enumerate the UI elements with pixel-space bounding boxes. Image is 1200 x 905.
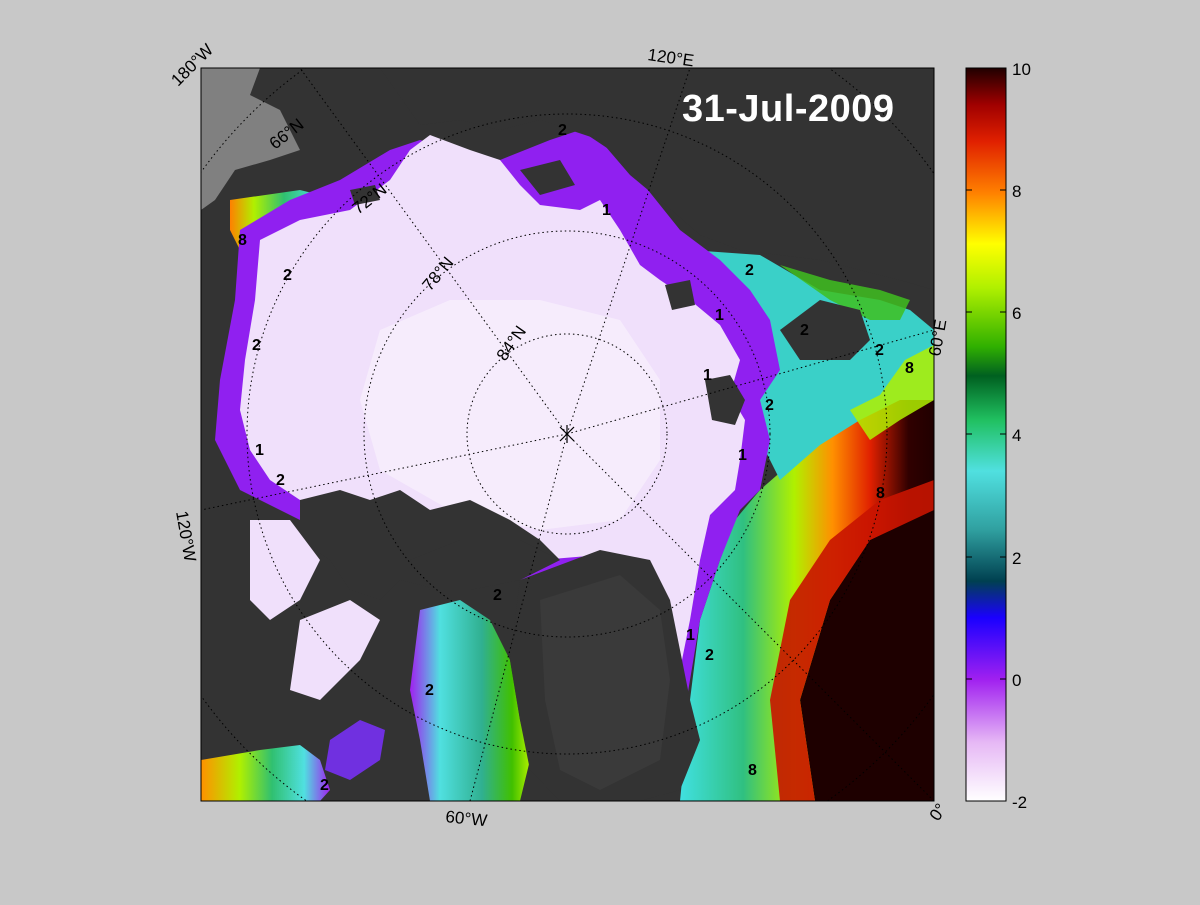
colorbar-gradient — [965, 67, 1007, 802]
kara-sea-green-band — [780, 265, 910, 320]
no-data-region-siberia — [201, 68, 300, 210]
longitude-label-120w: 120°W — [172, 509, 200, 563]
contour-label: 2 — [745, 262, 754, 279]
contour-label: 8 — [238, 232, 247, 249]
colorbar-tick-label: 8 — [1012, 182, 1021, 201]
contour-label: 2 — [283, 267, 292, 284]
baffin-bay-water — [410, 600, 530, 801]
contour-label: 2 — [252, 337, 261, 354]
new-siberian-islands — [520, 160, 575, 195]
contour-label: 1 — [255, 442, 264, 459]
longitude-label-120e: 120°E — [646, 45, 695, 70]
contour-label: 1 — [715, 307, 724, 324]
contour-label: 2 — [320, 777, 329, 794]
graticule — [201, 68, 934, 801]
colorbar-tick-label: 10 — [1012, 60, 1031, 79]
colorbar-tick-label: 0 — [1012, 671, 1021, 690]
central-ice-pack — [360, 300, 660, 530]
colorbar-tick-label: 6 — [1012, 304, 1021, 323]
siberia-land — [380, 68, 934, 290]
contour-label: 1 — [738, 447, 747, 464]
colorbar-tick-label: -2 — [1012, 793, 1027, 812]
contour-label: 2 — [425, 682, 434, 699]
ellesmere-island — [410, 540, 560, 590]
contour-label: 8 — [905, 360, 914, 377]
colorbar: 10 8 6 4 2 0 -2 — [965, 60, 1031, 812]
colorbar-tick-labels: 10 8 6 4 2 0 -2 — [1012, 60, 1031, 812]
contour-label: 2 — [705, 647, 714, 664]
north-pole-marker — [559, 425, 575, 443]
contour-label: 2 — [276, 472, 285, 489]
contour-label: 1 — [686, 627, 695, 644]
contour-label: 8 — [748, 762, 757, 779]
contour-label: 2 — [558, 122, 567, 139]
contour-label: 1 — [703, 367, 712, 384]
contour-label: 1 — [602, 202, 611, 219]
colorbar-tick-label: 2 — [1012, 549, 1021, 568]
colorbar-ticks — [966, 67, 1006, 802]
hudson-bay-water — [201, 745, 330, 801]
atlantic-warm-core — [800, 510, 934, 801]
contour-label: 8 — [876, 485, 885, 502]
contour-label: 2 — [875, 342, 884, 359]
svalbard — [705, 375, 745, 425]
greenland-ice-cap-edge — [540, 575, 670, 790]
wrangel-island — [350, 185, 380, 205]
contour-label: 2 — [765, 397, 774, 414]
atlantic-red-band — [770, 480, 934, 801]
hudson-strait-water — [325, 720, 385, 780]
polar-map: 1 2 2 2 8 2 1 1 2 2 2 1 2 1 8 8 2 1 8 2 … — [201, 68, 934, 801]
longitude-label-60w: 60°W — [445, 807, 489, 830]
barents-yellow-band — [850, 345, 934, 440]
contour-label: 2 — [493, 587, 502, 604]
contour-labels: 1 2 2 2 8 2 1 1 2 2 2 1 2 1 8 8 2 1 8 2 … — [238, 122, 914, 794]
date-label: 31-Jul-2009 — [682, 88, 895, 130]
franz-josef-land — [665, 280, 695, 310]
archipelago-ice — [250, 520, 380, 700]
map-border — [200, 67, 935, 802]
contour-label: 2 — [800, 322, 809, 339]
longitude-label-0: 0° — [926, 800, 951, 824]
colorbar-tick-label: 4 — [1012, 426, 1021, 445]
novaya-zemlya — [780, 300, 870, 360]
